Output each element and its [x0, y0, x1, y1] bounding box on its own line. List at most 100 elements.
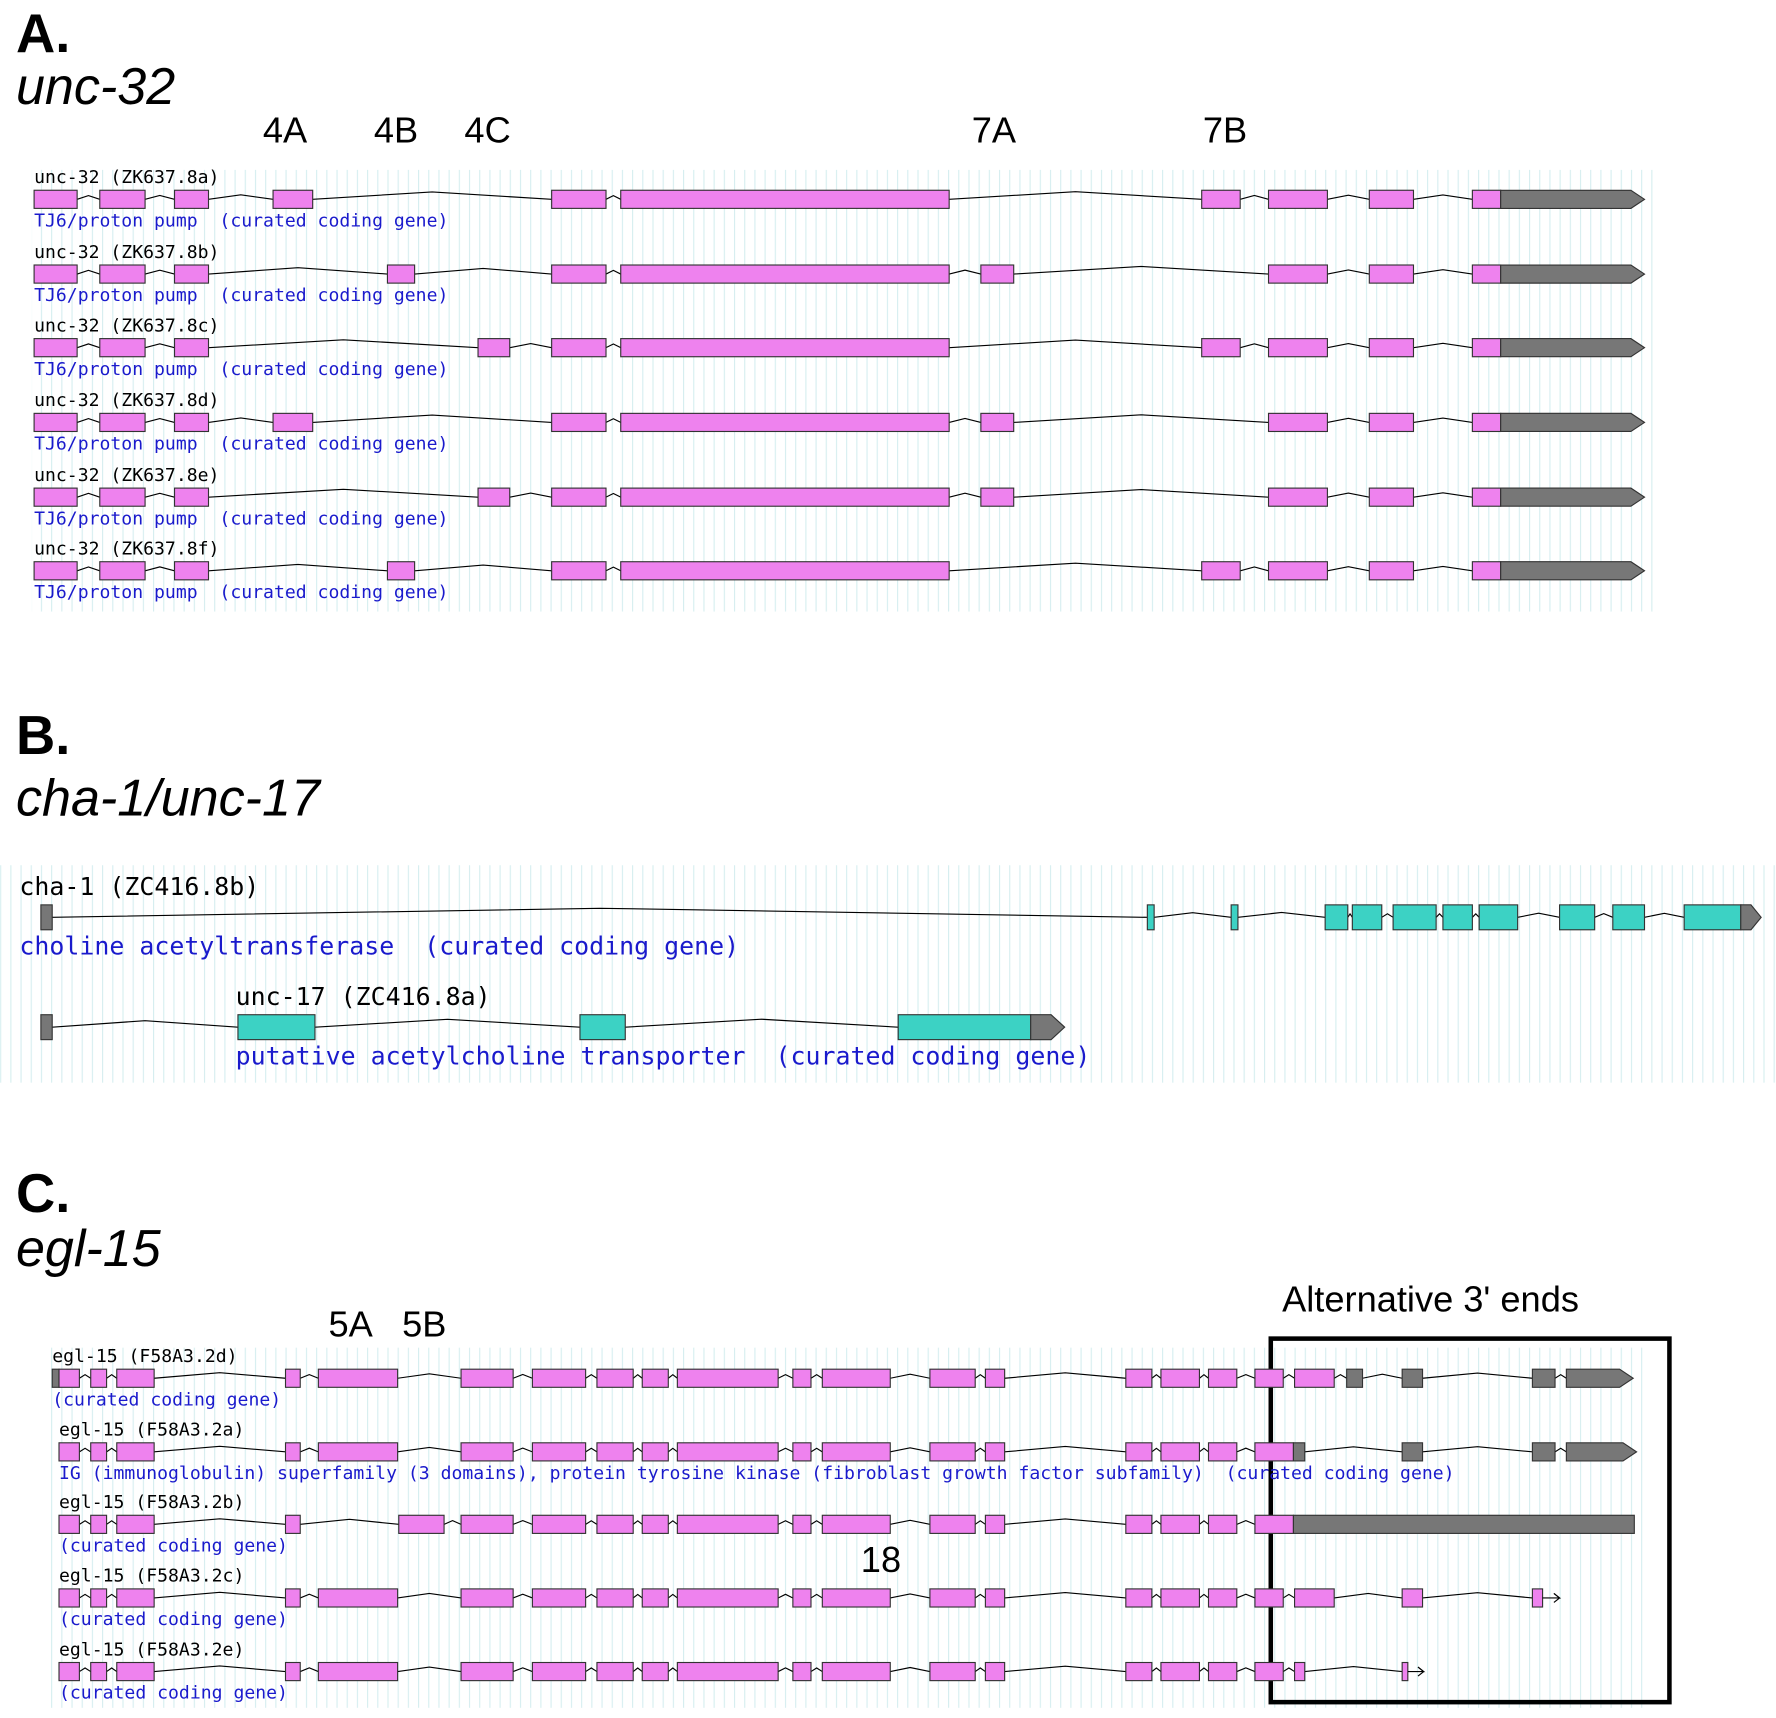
transcript-description: TJ6/proton pump (curated coding gene): [34, 210, 448, 231]
transcript-description: TJ6/proton pump (curated coding gene): [34, 508, 448, 529]
exon: [1401, 1588, 1424, 1608]
exon: [58, 1661, 80, 1682]
intron: [810, 1373, 823, 1379]
exon: [1230, 904, 1239, 931]
exon: [1531, 1368, 1556, 1388]
exon: [641, 1588, 669, 1608]
intron: [1362, 1373, 1403, 1379]
exon: [237, 1014, 316, 1041]
intron: [1013, 265, 1269, 275]
exon: [531, 1514, 587, 1534]
intron: [1422, 1446, 1533, 1453]
exon: [1346, 1368, 1364, 1388]
exon: [284, 1442, 301, 1462]
exon: [1267, 412, 1328, 433]
exon: [99, 338, 146, 358]
exon: [897, 1014, 1032, 1041]
exon: [1201, 561, 1241, 581]
exon: [116, 1661, 155, 1682]
exon: [551, 412, 607, 433]
exon: [99, 561, 146, 581]
exon: [620, 412, 950, 433]
exon: [984, 1442, 1006, 1462]
intron: [1334, 1592, 1403, 1599]
exon: [90, 1442, 108, 1462]
intron: [974, 1373, 986, 1379]
exon: [929, 1661, 976, 1682]
exon-3prime: [1030, 1014, 1066, 1041]
intron: [144, 492, 175, 498]
exon: [272, 412, 314, 433]
intron: [632, 1520, 643, 1525]
exon: [1207, 1514, 1238, 1534]
exon: [641, 1514, 669, 1534]
intron: [605, 343, 621, 349]
exon: [40, 1014, 53, 1041]
exon: [676, 1514, 779, 1534]
exon: [1207, 1368, 1238, 1388]
intron: [585, 1667, 598, 1673]
intron: [1413, 417, 1473, 423]
intron: [76, 343, 100, 349]
intron: [585, 1593, 598, 1599]
exon: [551, 264, 607, 284]
intron: [208, 339, 479, 349]
exon: [984, 1588, 1006, 1608]
transcript-name: unc-32 (ZK637.8a): [34, 167, 219, 188]
intron: [777, 1447, 794, 1453]
end-arrow: [1417, 1666, 1425, 1677]
exon: [51, 1368, 60, 1388]
intron: [585, 1520, 598, 1525]
exon-3prime: [1565, 1368, 1635, 1388]
intron: [76, 418, 100, 423]
gene-name: egl-15: [16, 1220, 162, 1278]
exon: [1254, 1588, 1284, 1608]
intron: [76, 566, 100, 572]
exon: [641, 1661, 669, 1682]
exon: [284, 1661, 301, 1682]
intron: [890, 1373, 931, 1379]
exon: [1292, 1442, 1306, 1462]
exon: [984, 1661, 1006, 1682]
exon: [929, 1588, 976, 1608]
intron: [1413, 565, 1473, 572]
intron: [810, 1593, 823, 1599]
exon: [792, 1368, 812, 1388]
intron: [949, 417, 982, 423]
intron: [79, 1373, 92, 1379]
exon: [1267, 264, 1328, 284]
exon: [1471, 412, 1502, 433]
intron: [1004, 1518, 1126, 1525]
intron: [106, 1373, 118, 1379]
exon: [1368, 412, 1415, 433]
exon: [1294, 1661, 1306, 1682]
exon: [984, 1368, 1006, 1388]
exon: [792, 1661, 812, 1682]
intron: [300, 1373, 319, 1379]
exon: [33, 264, 78, 284]
intron: [76, 194, 100, 200]
exon: [676, 1588, 779, 1608]
intron: [1236, 1447, 1256, 1453]
intron: [312, 191, 552, 200]
intron: [632, 1373, 643, 1379]
exon: [1267, 189, 1328, 209]
intron: [52, 1020, 238, 1028]
exon: [551, 487, 607, 507]
exon: [980, 264, 1015, 284]
exon: [33, 561, 78, 581]
intron: [1644, 912, 1685, 918]
exon: [173, 264, 210, 284]
intron: [76, 269, 100, 275]
intron: [106, 1447, 118, 1453]
intron: [509, 492, 552, 498]
exon: [1207, 1442, 1238, 1462]
intron: [1282, 1373, 1295, 1379]
intron: [512, 1373, 533, 1379]
intron: [154, 1372, 286, 1379]
exon: [620, 338, 950, 358]
intron: [144, 566, 175, 572]
intron: [79, 1520, 92, 1525]
exon: [821, 1514, 891, 1534]
